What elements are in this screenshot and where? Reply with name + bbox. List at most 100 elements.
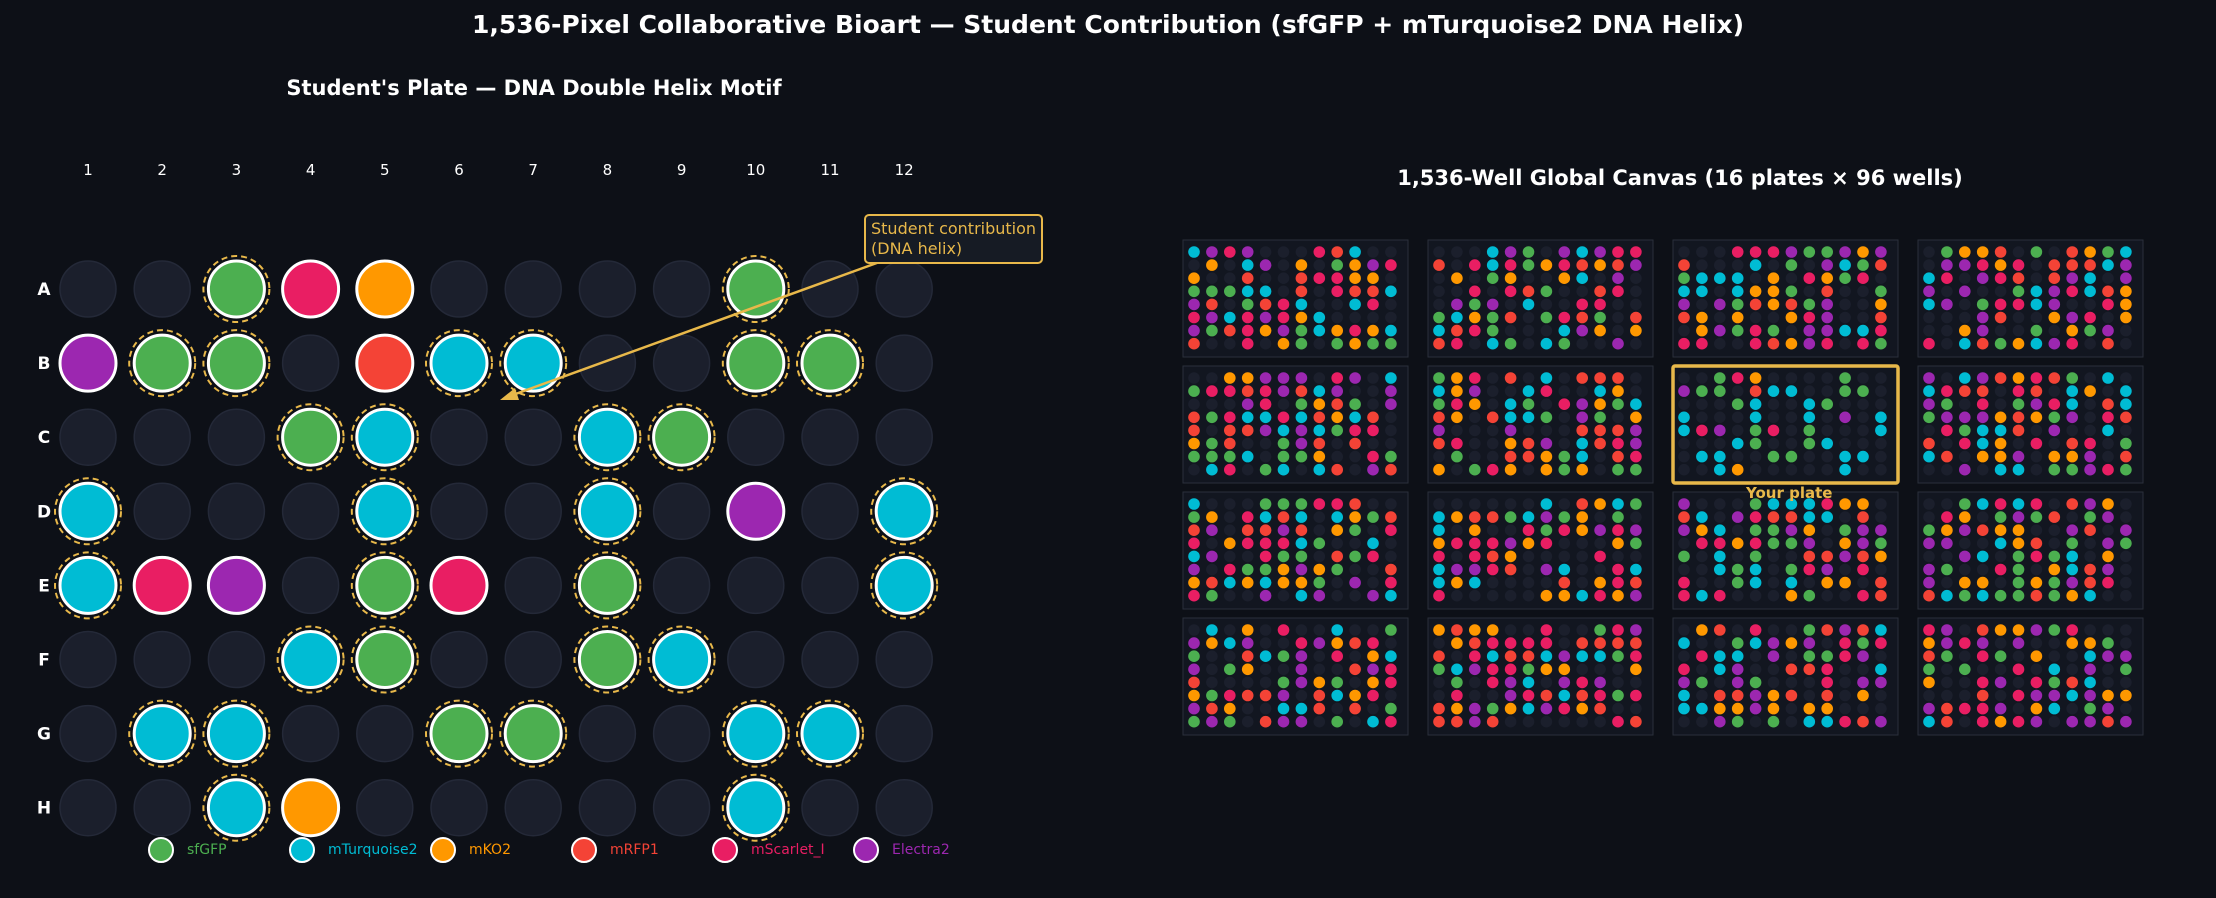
canvas-well [1576,311,1588,324]
canvas-well [1540,285,1553,298]
canvas-well [1349,650,1361,662]
canvas-well [2012,589,2025,602]
canvas-well [1923,524,1935,536]
canvas-well [1875,524,1887,536]
canvas-well [1767,424,1780,437]
canvas-well [2120,337,2132,350]
canvas-well [1385,398,1397,410]
canvas-well [1349,624,1361,636]
canvas-well [1612,689,1624,702]
canvas-well [1504,246,1517,258]
canvas-well [1749,576,1762,589]
canvas-well [1941,650,1953,662]
canvas-well [2066,272,2078,284]
canvas-well [1367,463,1379,476]
canvas-well [1612,524,1624,536]
canvas-well [1349,676,1361,689]
canvas-well [2048,259,2061,271]
canvas-well [1696,563,1708,576]
canvas-well [1224,689,1236,702]
canvas-well [2102,398,2114,410]
canvas-well [1678,398,1690,410]
canvas-well [1612,589,1624,602]
canvas-well [1540,337,1553,350]
canvas-well [1277,424,1290,437]
canvas-well [1731,411,1744,424]
canvas-well [1224,437,1236,450]
canvas-well [2102,511,2114,523]
canvas-well [1188,624,1200,636]
canvas-plate-0-0 [1182,239,1409,358]
canvas-well [2102,311,2114,324]
canvas-well [1994,511,2007,523]
canvas-well [2084,398,2096,410]
column-label-5: 5 [380,161,390,179]
canvas-well [1785,537,1798,550]
canvas-well [1976,372,1989,384]
canvas-well [2030,285,2043,298]
canvas-well [1714,337,1726,350]
canvas-well [1522,563,1535,576]
canvas-well [1188,246,1200,258]
canvas-well [2030,437,2043,450]
canvas-well [1959,650,1971,662]
canvas-well [2066,385,2078,397]
canvas-well [1188,537,1200,550]
canvas-well [1941,298,1953,311]
canvas-well [1224,511,1236,523]
canvas-well [1612,637,1624,649]
column-label-6: 6 [454,161,464,179]
canvas-well [1803,576,1816,589]
canvas-well [1839,524,1851,536]
canvas-well [1994,689,2007,702]
canvas-well [1206,563,1218,576]
canvas-well [1976,285,1989,298]
canvas-well [1630,450,1642,463]
canvas-well [1696,524,1708,536]
canvas-well [1678,337,1690,350]
well-B12 [875,334,933,392]
canvas-well [1594,324,1606,337]
canvas-well [2102,715,2114,728]
canvas-well [1433,437,1445,450]
well-B10 [726,333,786,393]
canvas-well [1313,437,1326,450]
canvas-well [1696,437,1708,450]
row-label-G: G [37,725,51,745]
well-C9-helix-ring [647,403,716,472]
well-C9 [652,407,712,467]
canvas-well [1612,650,1624,662]
canvas-well [1313,424,1326,437]
canvas-well [2048,689,2061,702]
canvas-well [1522,537,1535,550]
canvas-well [1875,259,1887,271]
canvas-well [1576,550,1588,563]
canvas-well [2102,550,2114,563]
canvas-well [1349,589,1361,602]
canvas-well [1941,337,1953,350]
canvas-well [1433,663,1445,676]
canvas-well [1714,650,1726,662]
well-D9 [652,482,711,541]
canvas-well [1224,398,1236,410]
canvas-well [1994,437,2007,450]
canvas-well [1994,524,2007,536]
canvas-well [1714,424,1726,437]
canvas-well [1749,285,1762,298]
canvas-well [2012,689,2025,702]
canvas-well [2048,450,2061,463]
canvas-well [1630,637,1642,649]
canvas-well [1630,324,1642,337]
canvas-well [2102,411,2114,424]
canvas-well [1630,702,1642,715]
row-label-H: H [37,799,51,819]
canvas-well [1295,511,1308,523]
canvas-well [1785,689,1798,702]
canvas-well [2120,437,2132,450]
canvas-well [1558,663,1571,676]
canvas-well [1731,424,1744,437]
canvas-well [1206,511,1218,523]
canvas-well [1857,563,1869,576]
canvas-well [1540,437,1553,450]
canvas-well [1241,298,1254,311]
